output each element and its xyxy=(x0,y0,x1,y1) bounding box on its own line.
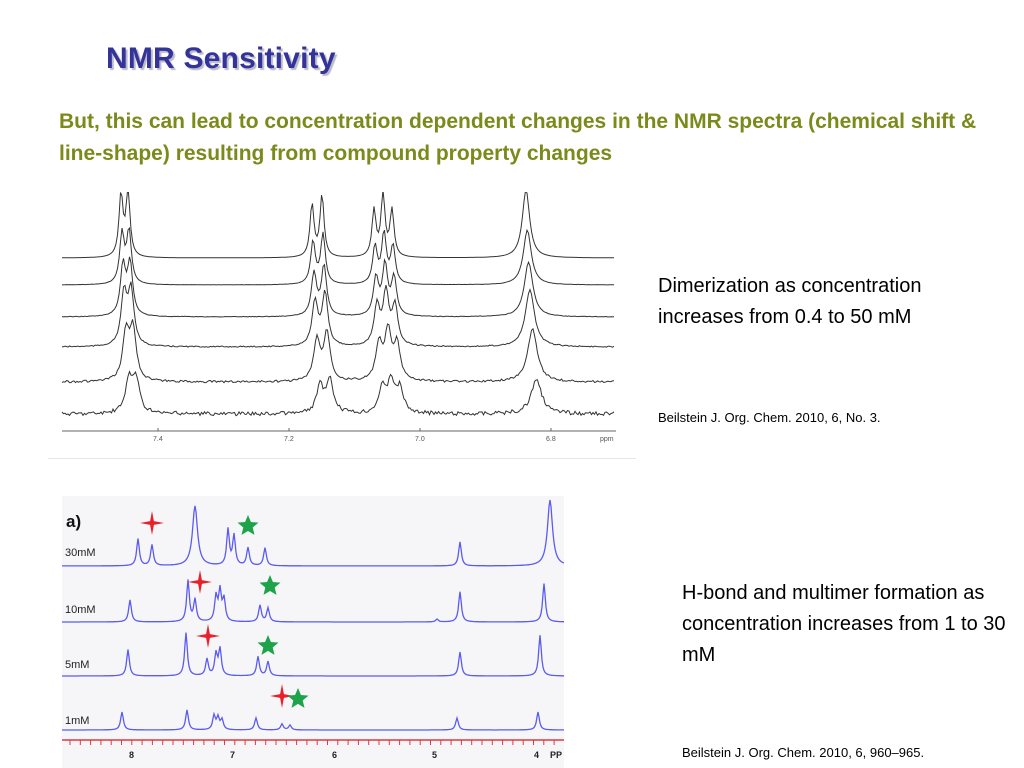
ppm-tick-label: 7.2 xyxy=(284,436,294,443)
spectrum-trace-2 xyxy=(61,226,614,286)
spectrum-trace-4 xyxy=(62,281,615,348)
spectrum-trace-6 xyxy=(61,370,615,417)
spectrum-trace-5mM xyxy=(62,632,564,677)
concentration-label: 10mM xyxy=(65,604,96,616)
spectrum-trace-30mM xyxy=(62,499,564,567)
ppm-tick-label: 8 xyxy=(129,750,134,760)
green-star-marker-icon xyxy=(237,515,259,535)
slide-title: NMR Sensitivity xyxy=(106,42,336,75)
slide-subtitle: But, this can lead to concentration depe… xyxy=(59,110,977,165)
ppm-tick-label: 5 xyxy=(432,750,437,760)
concentration-label: 1mM xyxy=(65,715,89,727)
nmr-stack-plot-top: 7.4 7.2 7.0 6.8 ppm xyxy=(61,192,616,443)
red-star-marker-icon xyxy=(188,570,212,594)
caption-dimerization: Dimerization as concentration increases … xyxy=(658,275,922,328)
ppm-tick-label: 6.8 xyxy=(546,436,556,443)
red-star-marker-icon xyxy=(196,624,220,648)
ppm-tick-label: 6 xyxy=(332,750,337,760)
green-star-marker-icon xyxy=(259,575,281,595)
caption-hbond: H-bond and multimer formation as concent… xyxy=(682,582,1006,666)
spectrum-trace-1mM xyxy=(62,709,564,731)
ppm-tick-label: 7.4 xyxy=(153,436,163,443)
nmr-stack-plot-bottom: a) 30mM 10mM 5mM 1mM 8 7 6 5 4 PP xyxy=(62,499,564,760)
nmr-figure-dimerization: 7.4 7.2 7.0 6.8 ppm xyxy=(48,192,636,459)
ppm-tick-label: 4 xyxy=(534,750,539,760)
green-star-marker-icon xyxy=(257,635,279,655)
nmr-figure-hbond: a) 30mM 10mM 5mM 1mM 8 7 6 5 4 PP xyxy=(62,496,564,768)
spectrum-trace-3 xyxy=(61,256,615,318)
spectrum-trace-5 xyxy=(61,319,615,384)
concentration-label: 5mM xyxy=(65,659,89,671)
reference-top: Beilstein J. Org. Chem. 2010, 6, No. 3. xyxy=(658,410,881,425)
concentration-label: 30mM xyxy=(65,547,96,559)
spectrum-trace-1 xyxy=(62,192,614,259)
spectrum-trace-10mM xyxy=(62,579,564,623)
reference-bottom: Beilstein J. Org. Chem. 2010, 6, 960–965… xyxy=(682,745,925,760)
panel-label: a) xyxy=(66,512,81,531)
red-star-marker-icon xyxy=(140,511,164,535)
ppm-axis-unit: ppm xyxy=(600,436,614,443)
red-star-marker-icon xyxy=(270,684,294,708)
ppm-tick-label: 7.0 xyxy=(415,436,425,443)
green-star-marker-icon xyxy=(287,688,309,708)
ppm-axis-unit-bottom: PP xyxy=(550,750,562,760)
ppm-tick-label: 7 xyxy=(230,750,235,760)
